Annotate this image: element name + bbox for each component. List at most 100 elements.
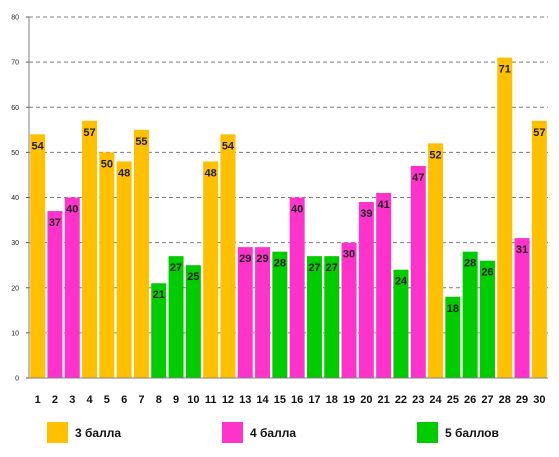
y-tick-label: 0	[15, 376, 19, 383]
bar-value-label: 48	[118, 167, 130, 179]
x-tick-label: 15	[274, 394, 286, 406]
bar	[30, 134, 46, 378]
bars-layer	[30, 57, 547, 379]
x-tick-label: 26	[464, 394, 476, 406]
y-tick-label: 60	[11, 105, 19, 112]
y-tick-label: 40	[11, 195, 19, 202]
legend-swatch	[417, 422, 438, 443]
bar-value-label: 39	[360, 208, 372, 220]
grid-layer	[29, 16, 548, 334]
bar-value-label: 57	[83, 127, 95, 139]
x-tick-label: 3	[69, 394, 75, 406]
x-tick-label: 19	[343, 394, 355, 406]
x-tick-label: 16	[291, 394, 303, 406]
bar-value-label: 52	[429, 149, 441, 161]
bar-value-label: 47	[412, 172, 424, 184]
bar-value-label: 26	[481, 267, 493, 279]
x-tick-label: 21	[378, 394, 390, 406]
x-tick-label: 23	[412, 394, 424, 406]
legend-label: 5 баллов	[445, 426, 499, 440]
bar	[116, 161, 132, 378]
bar-value-label: 50	[101, 158, 113, 170]
x-tick-label: 30	[533, 394, 545, 406]
bar-value-label: 28	[274, 258, 286, 270]
y-tick-label: 70	[11, 60, 19, 67]
bar	[272, 251, 288, 378]
bar-value-label: 24	[395, 276, 408, 288]
y-tick-label: 80	[11, 15, 19, 22]
x-tick-label: 25	[447, 394, 459, 406]
bar	[220, 134, 236, 378]
bar-value-label: 55	[135, 136, 147, 148]
bar	[428, 143, 444, 378]
bar-value-label: 40	[291, 204, 303, 216]
x-tick-label: 17	[308, 394, 320, 406]
bar	[531, 120, 547, 378]
bar-value-label: 27	[326, 262, 338, 274]
x-tick-label: 13	[239, 394, 251, 406]
bar-value-label: 25	[187, 271, 199, 283]
x-tick-label: 7	[138, 394, 144, 406]
x-tick-label: 20	[360, 394, 372, 406]
bar	[497, 57, 513, 379]
bar-value-label: 31	[516, 244, 528, 256]
bar-value-label: 40	[66, 204, 78, 216]
x-tick-label: 9	[173, 394, 179, 406]
x-tick-label: 2	[52, 394, 58, 406]
x-tick-label: 8	[156, 394, 162, 406]
bar	[289, 197, 305, 378]
bar	[237, 247, 253, 378]
legend-label: 4 балла	[250, 426, 296, 440]
bar	[376, 192, 392, 378]
bar	[255, 247, 271, 378]
bar-value-label: 29	[239, 253, 251, 265]
x-tick-label: 14	[256, 394, 269, 406]
bar-value-label: 30	[343, 249, 355, 261]
x-tick-label: 11	[205, 394, 217, 406]
bar-value-label: 71	[499, 64, 511, 76]
bar-value-label: 18	[447, 303, 459, 315]
bar	[393, 269, 409, 378]
y-tick-label: 50	[11, 150, 19, 157]
bar	[306, 256, 322, 378]
bar	[99, 152, 115, 378]
y-tick-label: 10	[11, 330, 19, 337]
x-tick-label: 18	[326, 394, 338, 406]
x-tick-label: 12	[222, 394, 234, 406]
x-tick-label: 29	[516, 394, 528, 406]
bar-value-label: 27	[170, 262, 182, 274]
bar	[47, 211, 63, 378]
x-tick-label: 4	[86, 394, 93, 406]
bar	[341, 242, 357, 378]
bar	[64, 197, 80, 378]
bar-value-label: 37	[49, 217, 61, 229]
x-tick-label: 1	[35, 394, 41, 406]
bar	[133, 129, 149, 378]
legend-swatch	[47, 422, 68, 443]
y-tick-label: 30	[11, 240, 19, 247]
bar-value-label: 21	[153, 289, 165, 301]
bar-value-label: 28	[464, 258, 476, 270]
bar-value-label: 54	[222, 140, 235, 152]
bar	[462, 251, 478, 378]
legend-label: 3 балла	[75, 426, 121, 440]
bar	[151, 283, 167, 378]
bar-value-label: 29	[256, 253, 268, 265]
x-tick-label: 6	[121, 394, 127, 406]
bar	[445, 296, 461, 378]
x-tick-label: 24	[429, 394, 442, 406]
x-tick-label: 10	[187, 394, 199, 406]
x-tick-label: 28	[499, 394, 511, 406]
x-tick-label: 22	[395, 394, 407, 406]
bar	[514, 238, 530, 378]
x-tick-label: 5	[104, 394, 110, 406]
bar-value-label: 54	[32, 140, 45, 152]
bar-value-label: 57	[533, 127, 545, 139]
bar	[479, 260, 495, 378]
bar	[358, 202, 374, 378]
bar-value-label: 27	[308, 262, 320, 274]
x-tick-label: 27	[481, 394, 493, 406]
bar	[82, 120, 98, 378]
